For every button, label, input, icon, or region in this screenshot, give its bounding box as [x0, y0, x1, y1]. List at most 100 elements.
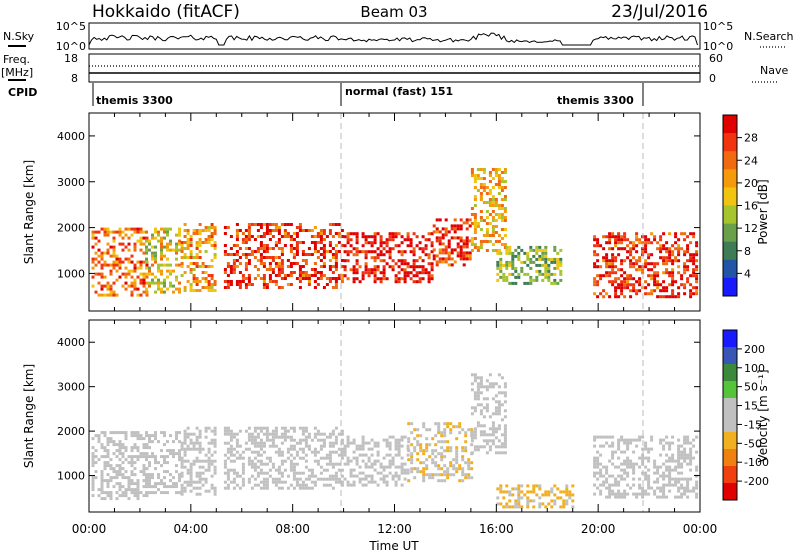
heatmap-cell: [358, 250, 362, 254]
heatmap-cell: [394, 444, 398, 448]
heatmap-cell: [406, 235, 410, 239]
heatmap-cell: [361, 244, 365, 248]
heatmap-cell: [671, 453, 675, 457]
nsky-series-line: [88, 32, 698, 46]
heatmap-cell: [142, 485, 146, 489]
heatmap-cell: [379, 471, 383, 475]
heatmap-cell: [508, 490, 512, 494]
heatmap-cell: [265, 462, 269, 466]
heatmap-cell: [328, 280, 332, 283]
heatmap-cell: [250, 283, 254, 286]
heatmap-cell: [192, 280, 196, 283]
heatmap-cell: [418, 277, 422, 281]
heatmap-cell: [602, 259, 606, 263]
heatmap-cell: [204, 489, 208, 493]
heatmap-cell: [334, 283, 338, 286]
heatmap-cell: [115, 455, 119, 459]
heatmap-cell: [136, 431, 140, 435]
heatmap-cell: [397, 250, 401, 254]
heatmap-cell: [106, 482, 110, 486]
heatmap-cell: [541, 263, 545, 267]
heatmap-cell: [508, 281, 512, 285]
heatmap-cell: [550, 499, 554, 503]
heatmap-cell: [608, 238, 612, 242]
heatmap-cell: [124, 266, 128, 270]
heatmap-cell: [103, 479, 107, 483]
heatmap-cell: [485, 249, 489, 252]
heatmap-cell: [653, 471, 657, 475]
heatmap-cell: [596, 465, 600, 469]
heatmap-cell: [397, 453, 401, 457]
heatmap-cell: [526, 263, 530, 267]
heatmap-cell: [382, 241, 386, 245]
heatmap-cell: [241, 274, 245, 277]
heatmap-cell: [340, 480, 344, 484]
heatmap-cell: [370, 465, 374, 469]
heatmap-cell: [198, 471, 202, 475]
heatmap-cell: [683, 447, 687, 451]
heatmap-cell: [370, 474, 374, 478]
heatmap-cell: [271, 247, 275, 250]
heatmap-cell: [593, 435, 597, 439]
heatmap-cell: [109, 440, 113, 444]
heatmap-cell: [397, 244, 401, 248]
heatmap-cell: [301, 429, 305, 433]
heatmap-cell: [388, 471, 392, 475]
heatmap-cell: [529, 490, 533, 494]
heatmap-cell: [133, 467, 137, 471]
heatmap-cell: [289, 453, 293, 457]
heatmap-cell: [653, 274, 657, 278]
heatmap-cell: [416, 443, 420, 447]
heatmap-cell: [468, 224, 472, 228]
heatmap-cell: [596, 238, 600, 242]
heatmap-cell: [388, 253, 392, 257]
heatmap-cell: [565, 487, 569, 491]
heatmap-cell: [259, 441, 263, 445]
heatmap-cell: [644, 465, 648, 469]
heatmap-cell: [169, 479, 172, 483]
heatmap-cell: [198, 223, 202, 226]
heatmap-cell: [488, 201, 492, 204]
heatmap-cell: [97, 488, 101, 492]
heatmap-cell: [343, 250, 347, 254]
heatmap-cell: [223, 426, 227, 430]
heatmap-cell: [424, 238, 428, 242]
heatmap-cell: [100, 470, 104, 474]
heatmap-cell: [304, 486, 308, 490]
heatmap-cell: [409, 238, 413, 242]
heatmap-cell: [304, 477, 308, 481]
heatmap-cell: [376, 471, 380, 475]
heatmap-cell: [154, 458, 157, 462]
heatmap-cell: [349, 268, 353, 272]
heatmap-cell: [403, 435, 407, 439]
heatmap-cell: [394, 244, 398, 248]
heatmap-cell: [178, 440, 181, 444]
heatmap-cell: [647, 474, 651, 478]
heatmap-cell: [593, 277, 597, 281]
heatmap-cell: [662, 256, 666, 260]
heatmap-cell: [450, 227, 454, 231]
heatmap-cell: [223, 462, 227, 466]
x-tick-label: 12:00: [377, 522, 412, 536]
heatmap-cell: [485, 192, 489, 195]
heatmap-cell: [198, 280, 202, 283]
heatmap-cell: [680, 277, 684, 281]
heatmap-cell: [632, 244, 636, 248]
heatmap-cell: [373, 232, 377, 236]
heatmap-cell: [503, 186, 507, 189]
heatmap-cell: [247, 274, 251, 277]
heatmap-cell: [322, 256, 326, 259]
heatmap-cell: [349, 244, 353, 248]
heatmap-cell: [148, 464, 151, 468]
heatmap-cell: [465, 251, 469, 255]
heatmap-cell: [437, 467, 441, 471]
heatmap-cell: [632, 483, 636, 487]
velocity-frame: [88, 319, 701, 513]
heatmap-cell: [127, 284, 131, 288]
heatmap-cell: [325, 453, 329, 457]
heatmap-cell: [611, 256, 615, 260]
heatmap-cell: [599, 244, 603, 248]
heatmap-cell: [91, 452, 95, 456]
heatmap-cell: [406, 468, 410, 472]
heatmap-cell: [334, 265, 338, 268]
